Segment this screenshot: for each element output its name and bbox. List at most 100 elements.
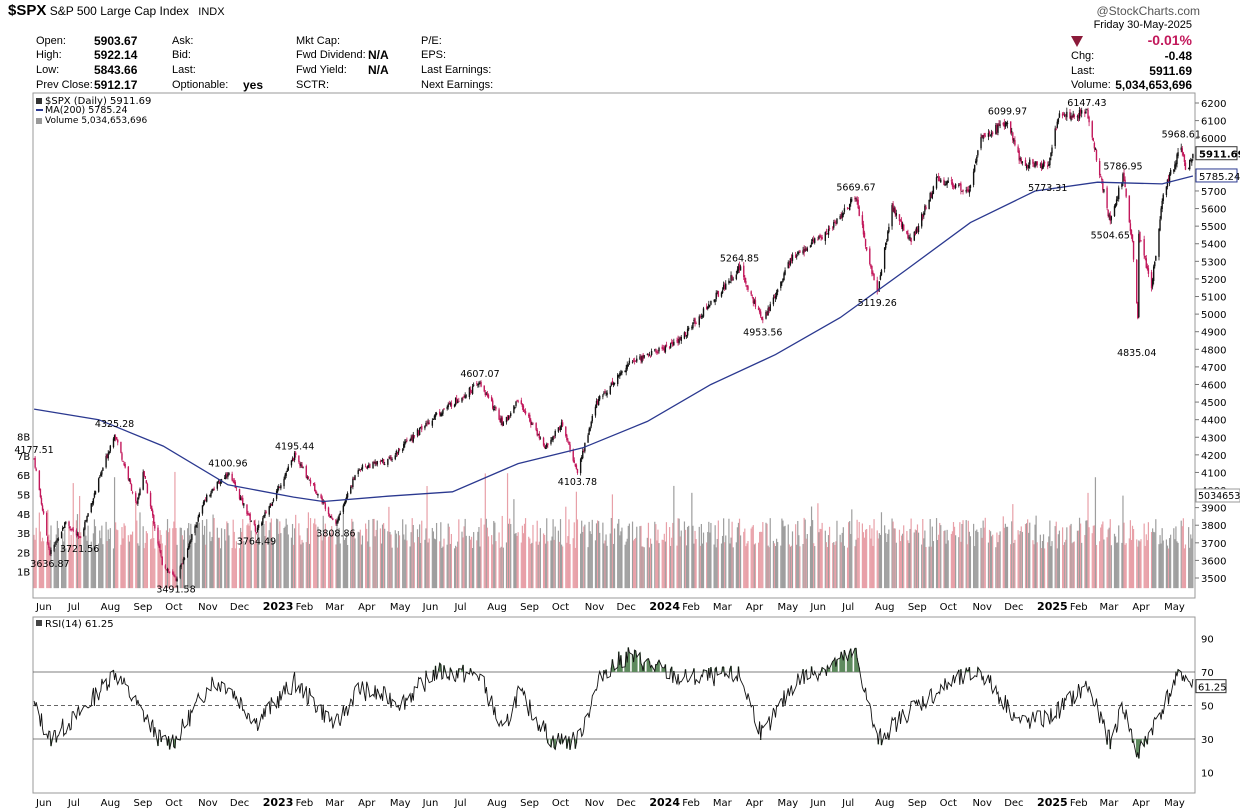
- volume-bar: [283, 527, 285, 589]
- x-axis-label: Jun: [422, 602, 439, 613]
- candle-body: [657, 351, 659, 353]
- volume-bar: [757, 542, 760, 589]
- volume-bar: [535, 541, 537, 589]
- volume-bar: [683, 521, 686, 589]
- volume-bar: [789, 546, 791, 589]
- candle-body: [991, 132, 994, 134]
- candle-body: [301, 464, 303, 468]
- candle-body: [1098, 160, 1101, 176]
- volume-bar: [161, 543, 163, 589]
- volume-bar: [590, 533, 592, 589]
- candle-body: [1168, 173, 1171, 184]
- volume-bar: [782, 520, 784, 589]
- volume-bar: [923, 538, 925, 589]
- price-tick-label: 3500: [1201, 574, 1226, 585]
- candle-body: [680, 337, 682, 341]
- volume-bar: [1121, 542, 1123, 589]
- eps-label: EPS:: [421, 49, 447, 61]
- stockcharts-logo[interactable]: @StockCharts.com: [1096, 4, 1200, 18]
- candle-body: [780, 281, 782, 288]
- candle-body: [989, 134, 992, 136]
- candle-body: [196, 522, 198, 528]
- candle-body: [757, 307, 760, 311]
- candle-body: [464, 395, 466, 399]
- candle-body: [128, 479, 131, 481]
- x-axis-label: May: [1164, 602, 1185, 613]
- x-axis-label: Apr: [358, 602, 376, 613]
- x-axis-label: Aug: [875, 602, 895, 613]
- candle-body: [1159, 219, 1161, 231]
- volume-bar: [372, 518, 374, 589]
- volume-bar: [913, 532, 915, 589]
- volume-bar: [269, 522, 271, 589]
- candle-body: [487, 394, 490, 398]
- candle-body: [1079, 109, 1082, 113]
- candle-body: [75, 530, 78, 536]
- candle-body: [907, 232, 909, 239]
- volume-bar: [573, 522, 575, 589]
- price-tick-label: 5700: [1201, 187, 1226, 198]
- candle-body: [186, 548, 189, 557]
- volume-bar: [743, 531, 745, 589]
- candle-body: [945, 184, 947, 186]
- volume-bar: [1017, 530, 1019, 589]
- volume-bar: [787, 524, 789, 589]
- candle-body: [632, 360, 635, 362]
- candle-body: [34, 457, 36, 468]
- last-price-tag-box: [1195, 146, 1238, 161]
- volume-bar: [762, 522, 764, 589]
- candle-body: [508, 416, 511, 418]
- volume-bar: [921, 544, 923, 589]
- candle-body: [602, 395, 604, 397]
- candle-body: [883, 247, 886, 269]
- volume-bar: [768, 547, 770, 589]
- volume-bar: [765, 522, 767, 589]
- volume-bar: [228, 535, 230, 589]
- candle-body: [1006, 123, 1009, 124]
- volume-bar: [195, 521, 197, 589]
- volume-bar: [783, 526, 785, 589]
- volume-bar: [1081, 542, 1083, 589]
- volume-bar: [332, 533, 334, 589]
- candle-body: [49, 548, 51, 556]
- candle-body: [812, 239, 815, 242]
- candle-body: [428, 422, 430, 425]
- candle-body: [135, 493, 137, 501]
- candle-body: [870, 264, 872, 268]
- candle-body: [224, 477, 226, 479]
- candle-body: [1173, 169, 1175, 172]
- candle-body: [375, 463, 377, 465]
- candle-body: [1049, 157, 1051, 166]
- volume-bar: [1190, 534, 1192, 589]
- candle-body: [213, 488, 215, 490]
- volume-bar: [151, 538, 153, 589]
- volume-bar: [966, 544, 968, 589]
- volume-bar: [375, 529, 377, 589]
- candle-body: [505, 416, 508, 423]
- volume-bar: [678, 518, 680, 589]
- candle-body: [367, 466, 369, 469]
- volume-bar: [1013, 542, 1015, 589]
- volume-bar: [376, 520, 378, 589]
- x-axis-label: Mar: [713, 798, 733, 809]
- candle-body: [1093, 142, 1096, 149]
- candle-body: [360, 469, 363, 471]
- candle-body: [513, 405, 515, 413]
- volume-bar: [532, 524, 534, 589]
- volume-bar: [1078, 517, 1081, 589]
- volume-bar: [907, 540, 909, 589]
- candle-body: [825, 230, 828, 232]
- candle-body: [714, 299, 716, 302]
- volume-bar: [613, 528, 616, 589]
- candle-body: [1047, 165, 1049, 168]
- volume-bar: [820, 529, 822, 589]
- volume-bar: [1039, 534, 1041, 589]
- volume-bar: [784, 525, 786, 589]
- candle-body: [914, 232, 917, 235]
- volume-bar: [781, 518, 783, 589]
- candle-body: [197, 516, 199, 522]
- candle-body: [159, 545, 161, 552]
- volume-bar: [903, 525, 905, 589]
- candle-body: [1054, 128, 1056, 147]
